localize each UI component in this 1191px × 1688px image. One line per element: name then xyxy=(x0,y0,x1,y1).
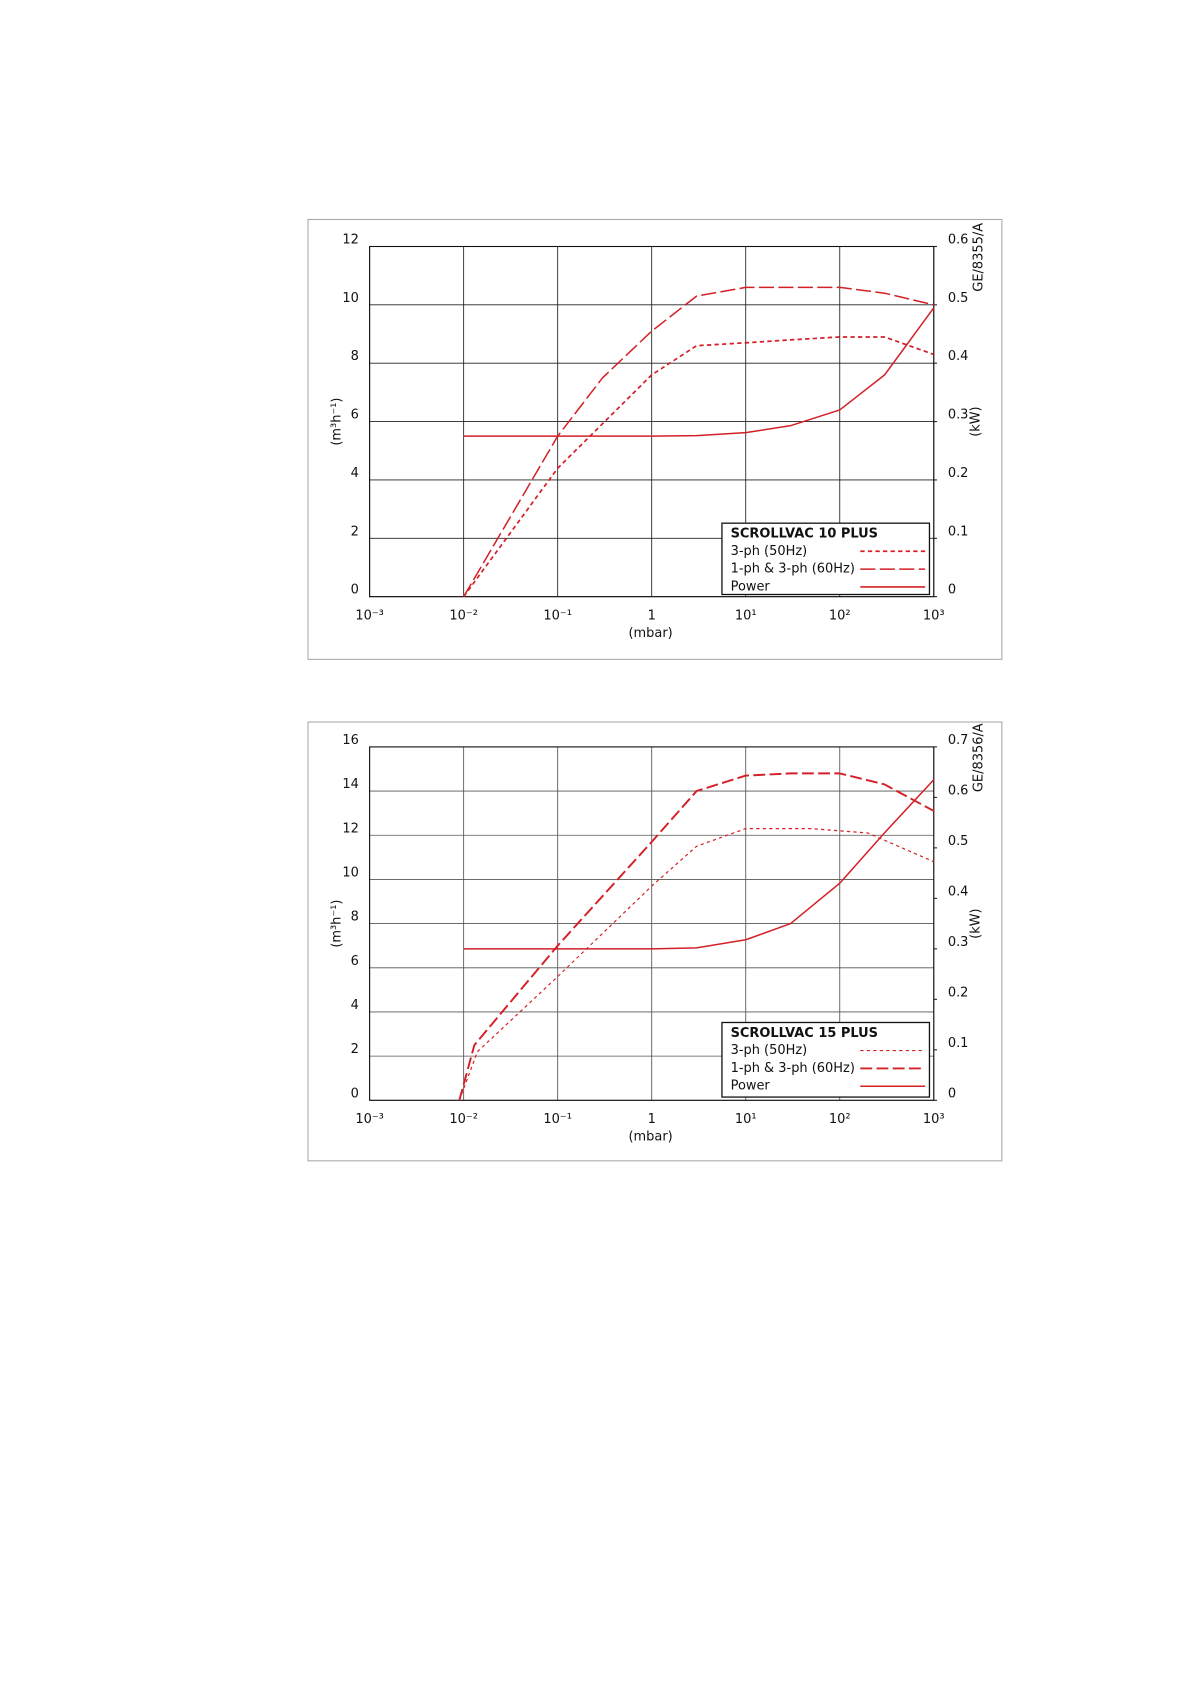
x-tick-label: 10² xyxy=(829,1112,851,1127)
plot-frame xyxy=(369,245,935,598)
y2-tick-label: 0.2 xyxy=(948,466,969,481)
y-tick-label: 12 xyxy=(342,821,358,836)
y-tick-label: 8 xyxy=(351,910,359,925)
x-tick-label: 10⁻² xyxy=(449,1112,478,1127)
legend-title: SCROLLVAC 15 PLUS xyxy=(731,1026,878,1041)
x-tick-label: 1 xyxy=(648,1112,656,1127)
figure-code: GE/8355/A xyxy=(972,223,987,292)
chart: 0 2 4 6 8 10 12 0 0.1 0.2 0.3 0.4 0.5 0.6 10⁻³ 10⁻² 10⁻¹… xyxy=(307,218,1003,660)
y-tick-label: 4 xyxy=(351,466,359,481)
x-tick-label: 10⁻³ xyxy=(355,609,384,624)
y-tick-label: 10 xyxy=(342,291,358,306)
y-tick-label: 10 xyxy=(342,865,358,880)
chart-frame xyxy=(307,218,1003,660)
legend-box xyxy=(721,522,931,596)
x-axis-label: (mbar) xyxy=(629,626,673,641)
y2-tick-label: 0.4 xyxy=(948,884,969,899)
y-tick-label: 6 xyxy=(351,954,359,969)
y2-tick-label: 0.7 xyxy=(948,733,969,748)
y2-tick-label: 0 xyxy=(948,583,956,598)
y-tick-label: 8 xyxy=(351,349,359,364)
series-line xyxy=(462,286,934,598)
legend-label: 3-ph (50Hz) xyxy=(731,544,808,559)
legend-label: Power xyxy=(731,579,771,594)
plot-frame xyxy=(369,746,935,1101)
y-tick-label: 4 xyxy=(351,998,359,1013)
legend-title: SCROLLVAC 10 PLUS xyxy=(731,526,878,541)
legend-label: Power xyxy=(731,1079,771,1094)
legend-label: 3-ph (50Hz) xyxy=(731,1043,808,1058)
legend-label: 1-ph & 3-ph (60Hz) xyxy=(731,562,855,577)
y2-tick-label: 0.3 xyxy=(948,408,969,423)
y-axis-label: (m³h⁻¹) xyxy=(330,397,345,445)
x-axis-label: (mbar) xyxy=(629,1130,673,1145)
y-tick-label: 0 xyxy=(351,583,359,598)
x-tick-label: 10¹ xyxy=(735,609,757,624)
figure-code: GE/8356/A xyxy=(972,723,987,792)
y2-tick-label: 0.5 xyxy=(948,291,969,306)
x-tick-label: 10⁻³ xyxy=(355,1112,384,1127)
y-tick-label: 0 xyxy=(351,1086,359,1101)
chart-frame xyxy=(307,721,1003,1162)
y2-tick-label: 0.1 xyxy=(948,524,969,539)
legend-label: 1-ph & 3-ph (60Hz) xyxy=(731,1061,855,1076)
y-tick-label: 12 xyxy=(342,233,358,248)
chart: 0 2 4 6 8 10 12 14 16 0 0.1 0.2 0.3 0.4 0.5 0.6 0.7 10⁻³ 1… xyxy=(307,721,1003,1162)
y2-tick-label: 0.1 xyxy=(948,1036,969,1051)
y-tick-label: 2 xyxy=(351,1042,359,1057)
y-tick-label: 2 xyxy=(351,524,359,539)
x-tick-label: 10¹ xyxy=(735,1112,757,1127)
x-tick-label: 10⁻¹ xyxy=(543,1112,572,1127)
x-tick-label: 1 xyxy=(648,609,656,624)
legend-box xyxy=(721,1021,931,1098)
y2-axis-label: (kW) xyxy=(968,908,983,938)
x-tick-label: 10³ xyxy=(923,1112,945,1127)
y2-tick-label: 0.6 xyxy=(948,783,969,798)
y-tick-label: 16 xyxy=(342,733,358,748)
series-line xyxy=(463,307,935,437)
y2-tick-label: 0.2 xyxy=(948,985,969,1000)
y2-tick-label: 0.6 xyxy=(948,233,969,248)
x-tick-label: 10² xyxy=(829,609,851,624)
series-line xyxy=(458,772,935,1101)
y-axis-label: (m³h⁻¹) xyxy=(330,900,345,948)
y2-tick-label: 0.5 xyxy=(948,834,969,849)
y2-tick-label: 0.3 xyxy=(948,935,969,950)
y-tick-label: 14 xyxy=(342,777,358,792)
x-tick-label: 10³ xyxy=(923,609,945,624)
y2-tick-label: 0 xyxy=(948,1086,956,1101)
series-line xyxy=(462,336,935,598)
series-line xyxy=(458,828,935,1101)
y2-axis-label: (kW) xyxy=(968,406,983,436)
y-tick-label: 6 xyxy=(351,408,359,423)
x-tick-label: 10⁻¹ xyxy=(543,609,572,624)
x-tick-label: 10⁻² xyxy=(449,609,478,624)
series-line xyxy=(463,779,935,950)
y2-tick-label: 0.4 xyxy=(948,349,969,364)
